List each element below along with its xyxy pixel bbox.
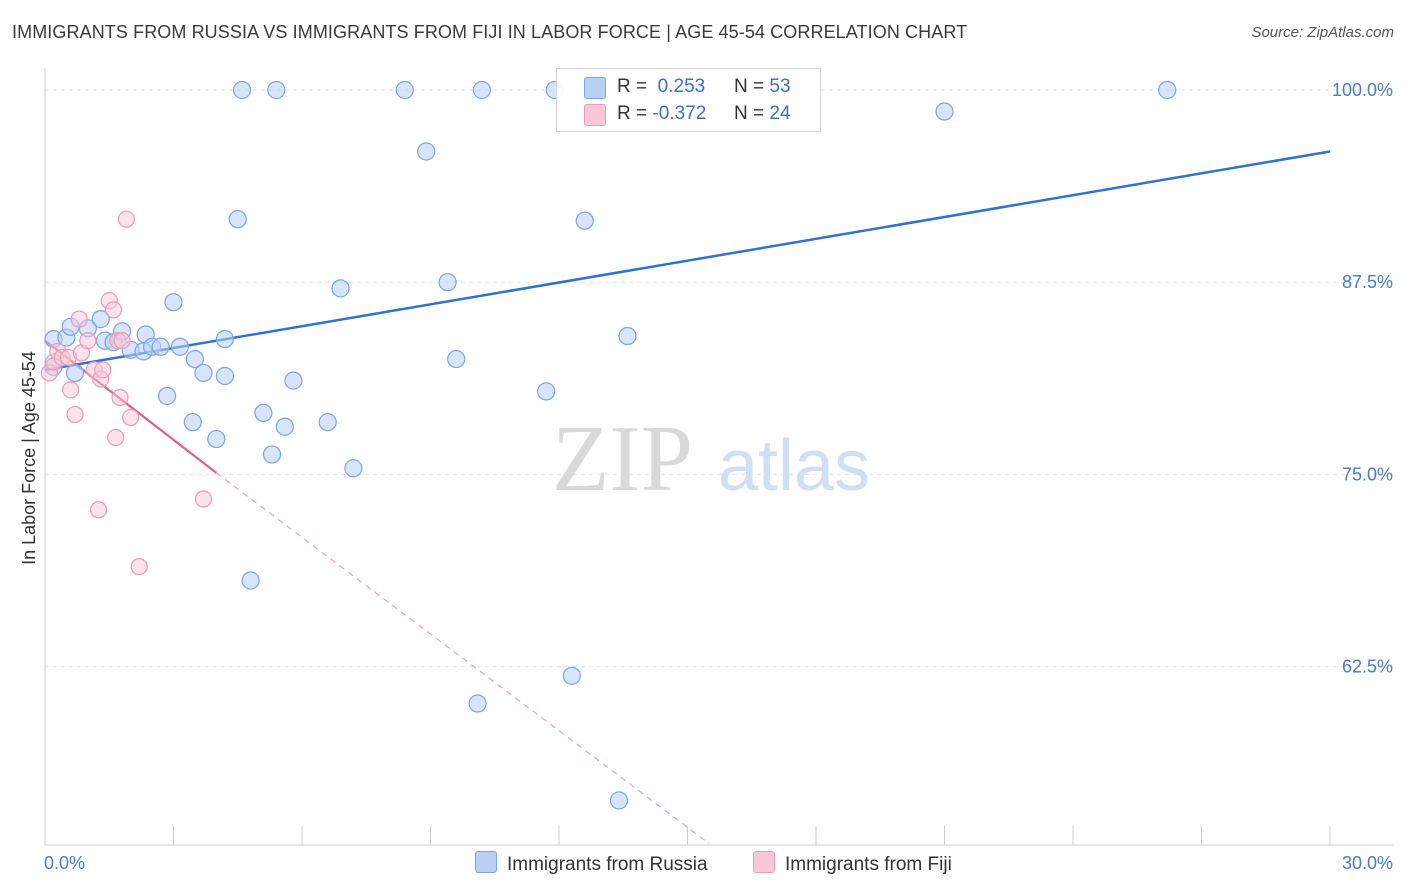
- fiji-point: [62, 381, 80, 399]
- fiji-point: [122, 408, 140, 427]
- legend-r-fiji: R = -0.372: [617, 103, 707, 124]
- watermark-atlas: atlas: [718, 426, 870, 506]
- russia-point: [468, 694, 487, 713]
- russia-point: [275, 417, 294, 436]
- russia-point: [91, 310, 110, 329]
- russia-trend-line: [44, 150, 1331, 372]
- bottom-legend-russia: Immigrants from Russia: [475, 851, 708, 876]
- russia-point: [267, 80, 286, 100]
- russia-point: [284, 371, 303, 390]
- russia-point: [241, 571, 260, 590]
- russia-point: [207, 429, 226, 449]
- legend-swatch-fiji: [584, 104, 606, 126]
- axes: [44, 68, 1393, 846]
- russia-point: [447, 349, 466, 369]
- legend-n-fiji: N = 24: [734, 103, 791, 124]
- bottom-legend-label-fiji: Immigrants from Fiji: [785, 854, 952, 875]
- russia-point: [417, 142, 436, 161]
- russia-point: [609, 791, 629, 810]
- data-points: [40, 80, 1177, 810]
- fiji-point: [194, 490, 213, 508]
- fiji-point: [113, 332, 131, 350]
- russia-point: [395, 80, 414, 100]
- fiji-point: [70, 310, 88, 328]
- source-label: Source: ZipAtlas.com: [1251, 24, 1394, 41]
- russia-point: [318, 413, 337, 432]
- russia-point: [344, 459, 363, 478]
- russia-point: [228, 210, 247, 229]
- russia-point: [1158, 80, 1177, 100]
- russia-point: [194, 363, 213, 383]
- y-tick-label: 100.0%: [1332, 80, 1393, 100]
- russia-point: [935, 102, 954, 121]
- legend-r-russia: R = 0.253: [617, 76, 706, 97]
- russia-point: [215, 366, 234, 386]
- fiji-point: [104, 301, 123, 319]
- bottom-legend-swatch-russia: [475, 851, 497, 873]
- fiji-point: [111, 388, 129, 407]
- x-tick-label: 30.0%: [1342, 853, 1393, 873]
- russia-point: [164, 293, 183, 312]
- russia-point: [183, 413, 202, 432]
- russia-point: [185, 349, 205, 369]
- fiji-point: [66, 405, 84, 424]
- legend-swatch-russia: [584, 77, 606, 99]
- russia-point: [215, 329, 234, 349]
- fiji-point: [89, 501, 108, 519]
- russia-point: [575, 211, 594, 230]
- russia-point: [262, 445, 282, 464]
- russia-point: [157, 386, 177, 406]
- watermark: ZIP atlas: [552, 407, 870, 511]
- fiji-trend-line-dashed: [215, 472, 710, 844]
- watermark-zip: ZIP: [552, 407, 693, 511]
- russia-point: [472, 80, 491, 100]
- bottom-legend-swatch-fiji: [753, 851, 775, 873]
- fiji-point: [130, 558, 148, 576]
- russia-point: [170, 337, 190, 356]
- axis-labels: 62.5% 75.0% 87.5% 100.0% 0.0% 30.0% In Labor F…: [19, 80, 1393, 873]
- correlation-legend: R = 0.253 N = 53 R = -0.372 N = 24: [556, 68, 821, 132]
- fiji-point: [79, 332, 97, 350]
- fiji-point: [117, 210, 135, 228]
- y-tick-label: 75.0%: [1342, 464, 1393, 484]
- y-tick-label: 62.5%: [1342, 657, 1393, 677]
- russia-point: [537, 382, 556, 401]
- chart-title: IMMIGRANTS FROM RUSSIA VS IMMIGRANTS FRO…: [12, 22, 968, 42]
- legend-n-russia: N = 53: [734, 76, 791, 97]
- fiji-point: [107, 428, 125, 447]
- bottom-legend-label-russia: Immigrants from Russia: [507, 854, 708, 875]
- fiji-point: [94, 361, 112, 379]
- russia-point: [151, 337, 170, 356]
- russia-point: [562, 666, 581, 685]
- russia-point: [331, 279, 350, 298]
- russia-point: [438, 273, 457, 292]
- russia-point: [65, 363, 85, 383]
- russia-point: [618, 326, 637, 346]
- y-axis-title: In Labor Force | Age 45-54: [19, 351, 39, 565]
- russia-point: [232, 80, 252, 100]
- y-tick-label: 87.5%: [1342, 272, 1393, 292]
- bottom-legend-fiji: Immigrants from Fiji: [753, 851, 952, 876]
- x-tick-label: 0.0%: [44, 853, 85, 873]
- russia-point: [254, 403, 273, 423]
